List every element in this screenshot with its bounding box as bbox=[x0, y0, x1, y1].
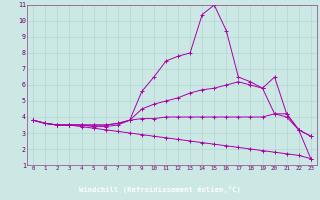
Text: Windchill (Refroidissement éolien,°C): Windchill (Refroidissement éolien,°C) bbox=[79, 186, 241, 193]
